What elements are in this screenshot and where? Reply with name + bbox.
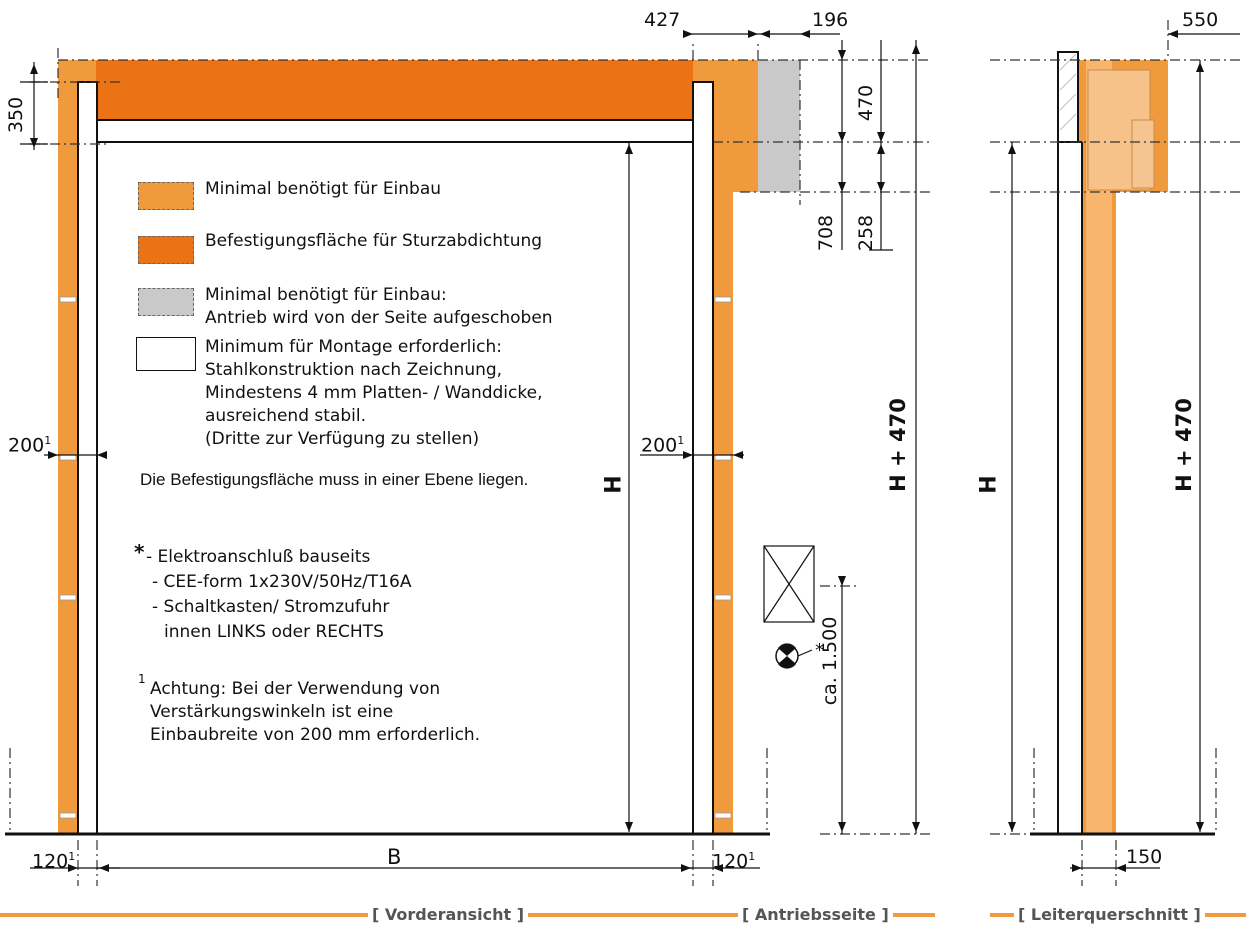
lintel-seal-area (96, 60, 693, 120)
electrical-line4: innen LINKS oder RECHTS (164, 622, 384, 642)
right-steel-post (692, 81, 714, 835)
legend-white-line5: (Dritte zur Verfügung zu stellen) (205, 429, 480, 449)
dim-B: B (387, 845, 402, 869)
legend-grey-line2: Antrieb wird von der Seite aufgeschoben (205, 308, 553, 328)
legend-grey-line1: Minimal benötigt für Einbau: (205, 285, 447, 305)
footer-ladder-section: [ Leiterquerschnitt ] (1014, 905, 1205, 925)
legend-white-line3: Mindestens 4 mm Platten- / Wanddicke, (205, 383, 543, 403)
legend-light-label: Minimal benötigt für Einbau (205, 179, 442, 199)
plane-note: Die Befestigungsfläche muss in einer Ebe… (140, 470, 529, 489)
legend-swatch-white (136, 337, 196, 371)
left-mounting-strip (58, 60, 78, 835)
legend-white-line2: Stahlkonstruktion nach Zeichnung, (205, 360, 503, 380)
dim-H470-front: H + 470 (886, 398, 910, 492)
dim-708: 708 (815, 214, 837, 252)
electrical-star: * (134, 540, 145, 564)
legend-swatch-dark (138, 236, 194, 264)
dim-H-front: H (601, 475, 627, 494)
dim-550: 550 (1182, 9, 1219, 31)
footnote-line1: Achtung: Bei der Verwendung von (150, 679, 441, 699)
footnote-mark: 1 (138, 672, 146, 686)
dim-200-right: 2001 (641, 434, 685, 457)
dim-196: 196 (812, 9, 849, 31)
front-view (5, 30, 930, 886)
dim-H470-side: H + 470 (1172, 398, 1196, 492)
top-steel-beam (97, 120, 693, 142)
dim-120-left: 1201 (32, 850, 76, 873)
dim-H-side: H (976, 475, 1002, 494)
socket-star: * (815, 640, 824, 661)
drive-clearance-area (758, 60, 800, 192)
left-steel-post (77, 81, 98, 835)
footnote-line2: Verstärkungswinkeln ist eine (150, 702, 394, 722)
dim-470: 470 (855, 84, 877, 122)
socket-symbol (775, 643, 813, 669)
electrical-line2: - CEE-form 1x230V/50Hz/T16A (152, 572, 412, 592)
dim-200-left: 2001 (8, 434, 52, 457)
dim-427: 427 (644, 9, 681, 31)
electrical-line1: - Elektroanschluß bauseits (146, 547, 371, 567)
dim-258: 258 (855, 214, 877, 252)
dim-150: 150 (1126, 846, 1163, 868)
ladder-cross-section (990, 20, 1240, 886)
footer-drive-side: [ Antriebsseite ] (738, 905, 893, 925)
electrical-line3: - Schaltkasten/ Stromzufuhr (152, 597, 390, 617)
legend-dark-label: Befestigungsfläche für Sturzabdichtung (205, 231, 543, 251)
dim-120-right: 1201 (712, 850, 756, 873)
right-mounting-strip (713, 60, 733, 835)
footer-front-view: [ Vorderansicht ] (368, 905, 529, 925)
footnote-line3: Einbaubreite von 200 mm erforderlich. (150, 725, 481, 745)
dim-350: 350 (5, 96, 27, 134)
switch-box-symbol (763, 545, 815, 623)
legend-swatch-light (138, 182, 194, 210)
legend-white-line4: ausreichend stabil. (205, 406, 366, 426)
legend-white-line1: Minimum für Montage erforderlich: (205, 337, 502, 357)
legend-swatch-grey (138, 288, 194, 316)
